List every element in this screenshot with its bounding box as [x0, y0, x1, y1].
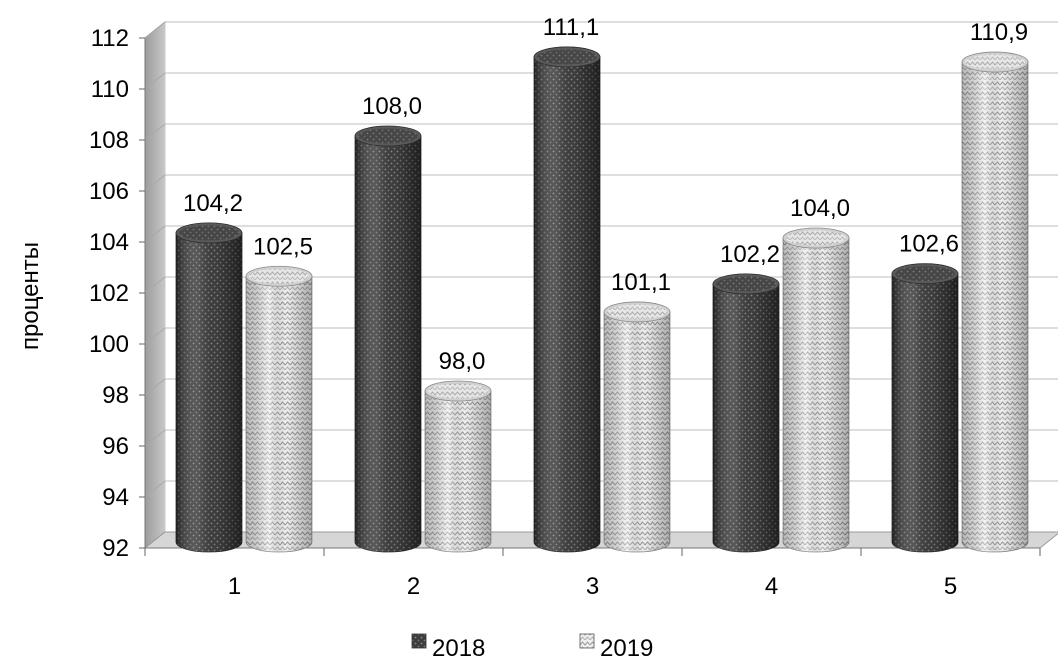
y-tick-label: 94	[102, 484, 129, 511]
gridline-side	[144, 21, 166, 39]
y-tick-label: 104	[89, 229, 129, 256]
y-axis-title: проценты	[17, 242, 44, 350]
x-tick-label: 1	[228, 573, 241, 600]
data-label-2019-1: 102,5	[253, 233, 313, 260]
bar-2019-3	[603, 301, 671, 553]
data-label-2018-4: 102,2	[720, 241, 780, 268]
bars	[175, 46, 1029, 553]
data-label-2019-5: 110,9	[970, 19, 1028, 46]
x-tick-label: 5	[944, 573, 957, 600]
y-tick-label: 102	[89, 280, 129, 307]
gridline-side	[144, 276, 166, 294]
legend-swatch-2018	[411, 633, 427, 649]
legend-label-2018: 2018	[432, 635, 485, 662]
gridline-side	[144, 72, 166, 90]
bar-2018-1	[175, 222, 243, 553]
legend: 2018 2019	[411, 633, 653, 662]
bar-2018-2	[354, 125, 422, 553]
gridline-side	[144, 378, 166, 396]
x-tick-label: 3	[586, 573, 599, 600]
data-labels: 104,2 102,5 108,0 98,0 111,1 101,1 102,2 104,0 1…	[183, 14, 1028, 375]
bar-2019-5	[961, 51, 1029, 553]
gridline-side	[144, 480, 166, 498]
y-tick-label: 110	[91, 76, 129, 103]
y-tick-label: 106	[89, 178, 129, 205]
y-tick-label: 112	[91, 25, 129, 52]
gridline-side	[144, 174, 166, 192]
data-label-2018-3: 111,1	[543, 14, 600, 41]
gridline-side	[144, 429, 166, 447]
gridline-side	[144, 123, 166, 141]
x-tick-label: 4	[765, 573, 778, 600]
data-label-2018-5: 102,6	[899, 231, 959, 258]
data-label-2018-2: 108,0	[362, 93, 422, 120]
y-tick-label: 92	[102, 535, 129, 562]
legend-swatch-2019	[579, 633, 595, 649]
data-label-2019-3: 101,1	[611, 269, 671, 296]
bar-2019-4	[782, 227, 850, 553]
data-label-2019-4: 104,0	[790, 195, 850, 222]
y-tick-label: 100	[89, 331, 129, 358]
data-label-2019-2: 98,0	[439, 348, 486, 375]
gridline-side	[144, 225, 166, 243]
y-tick-label: 98	[102, 382, 129, 409]
x-tick-label: 2	[407, 573, 420, 600]
bar-2019-2	[424, 380, 492, 553]
legend-label-2019: 2019	[600, 635, 653, 662]
bar-2018-5	[891, 263, 959, 553]
y-tick-label: 108	[89, 127, 129, 154]
data-label-2018-1: 104,2	[183, 190, 243, 217]
gridline-side	[144, 327, 166, 345]
bar-2019-1	[245, 265, 313, 553]
bar-2018-3	[533, 46, 601, 553]
bar-2018-4	[712, 273, 780, 553]
y-tick-label: 96	[102, 433, 129, 460]
